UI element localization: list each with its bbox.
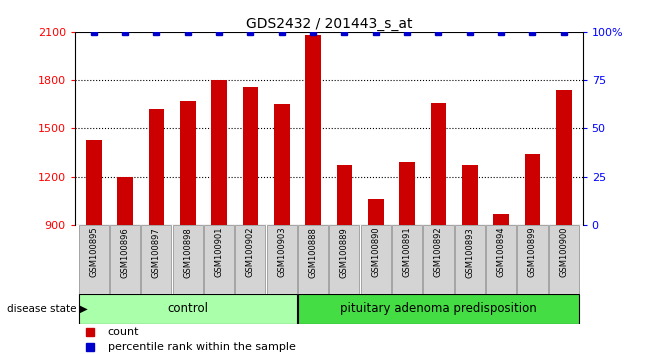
Text: GSM100900: GSM100900 [559,227,568,278]
Text: pituitary adenoma predisposition: pituitary adenoma predisposition [340,302,537,315]
Text: control: control [167,302,208,315]
Text: GSM100903: GSM100903 [277,227,286,278]
Title: GDS2432 / 201443_s_at: GDS2432 / 201443_s_at [245,17,412,31]
Text: GSM100901: GSM100901 [215,227,223,278]
Bar [430,103,447,225]
Bar [368,199,383,225]
Text: GSM100889: GSM100889 [340,227,349,278]
Bar [305,35,321,225]
Text: percentile rank within the sample: percentile rank within the sample [108,342,296,352]
Bar [180,101,195,225]
Text: GSM100892: GSM100892 [434,227,443,278]
Bar [392,225,422,294]
Bar [274,104,290,225]
Bar [173,225,202,294]
Bar [298,225,328,294]
Text: GSM100896: GSM100896 [120,227,130,278]
Bar [211,80,227,225]
Bar [148,109,164,225]
Bar [337,165,352,225]
Bar [79,225,109,294]
Bar [236,225,266,294]
Text: GSM100897: GSM100897 [152,227,161,278]
Bar [243,86,258,225]
Bar [117,177,133,225]
Bar [204,225,234,294]
Bar [267,225,297,294]
Bar [329,225,359,294]
Bar [549,225,579,294]
Bar [141,225,171,294]
Bar [86,139,102,225]
Text: disease state ▶: disease state ▶ [7,304,87,314]
Bar [79,294,297,324]
Text: GSM100898: GSM100898 [183,227,192,278]
Bar [298,294,579,324]
Text: GSM100888: GSM100888 [309,227,318,278]
Text: count: count [108,327,139,337]
Bar [462,165,478,225]
Text: GSM100899: GSM100899 [528,227,537,278]
Bar [110,225,140,294]
Bar [399,162,415,225]
Bar [361,225,391,294]
Bar [423,225,454,294]
Bar [518,225,547,294]
Text: GSM100893: GSM100893 [465,227,475,278]
Bar [493,213,509,225]
Bar [486,225,516,294]
Bar [525,154,540,225]
Text: GSM100895: GSM100895 [89,227,98,278]
Text: GSM100890: GSM100890 [371,227,380,278]
Bar [556,90,572,225]
Bar [455,225,485,294]
Text: GSM100891: GSM100891 [402,227,411,278]
Text: GSM100894: GSM100894 [497,227,506,278]
Text: GSM100902: GSM100902 [246,227,255,278]
